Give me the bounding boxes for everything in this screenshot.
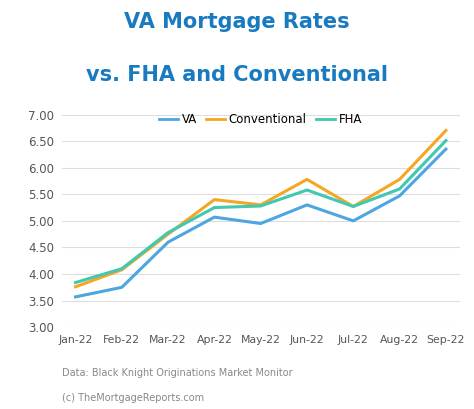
Text: vs. FHA and Conventional: vs. FHA and Conventional	[86, 65, 388, 85]
Text: VA Mortgage Rates: VA Mortgage Rates	[124, 12, 350, 32]
Text: (c) TheMortgageReports.com: (c) TheMortgageReports.com	[62, 393, 204, 402]
Text: Data: Black Knight Originations Market Monitor: Data: Black Knight Originations Market M…	[62, 368, 292, 378]
Legend: VA, Conventional, FHA: VA, Conventional, FHA	[155, 108, 367, 130]
